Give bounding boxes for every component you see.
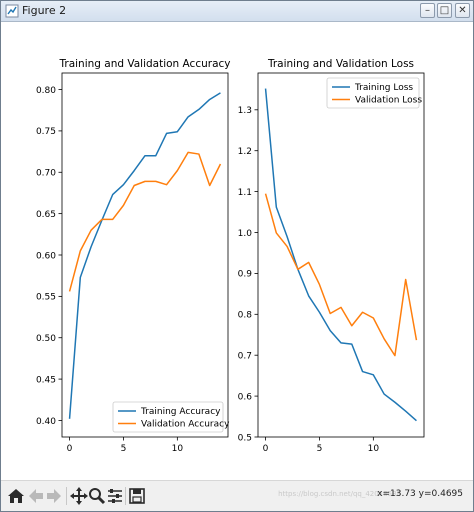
figure-svg: Training and Validation Accuracy 0.40 0.45… bbox=[36, 58, 425, 454]
x-tick-label: 10 bbox=[368, 444, 380, 454]
chart-title: Training and Validation Loss bbox=[267, 58, 414, 70]
x-tick-label: 0 bbox=[263, 444, 269, 454]
figure-app-icon bbox=[5, 4, 19, 18]
y-tick-label: 1.0 bbox=[238, 229, 253, 239]
cursor-coordinates: x=13.73 y=0.4695 bbox=[377, 489, 463, 499]
minimize-button[interactable]: – bbox=[420, 3, 435, 18]
zoom-icon[interactable] bbox=[87, 486, 107, 506]
window-title: Figure 2 bbox=[22, 4, 67, 17]
toolbar-separator bbox=[125, 487, 126, 505]
maximize-button[interactable]: □ bbox=[437, 3, 452, 18]
y-tick-label: 1.1 bbox=[238, 188, 252, 198]
y-tick-label: 0.55 bbox=[36, 293, 56, 303]
save-icon[interactable] bbox=[127, 486, 147, 506]
back-arrow-icon[interactable] bbox=[26, 486, 46, 506]
y-tick-label: 1.2 bbox=[238, 147, 252, 157]
y-tick-label: 0.50 bbox=[36, 334, 56, 344]
y-tick-label: 0.40 bbox=[36, 417, 56, 427]
chart-title: Training and Validation Accuracy bbox=[59, 58, 231, 70]
legend-box bbox=[112, 401, 224, 433]
y-tick-label: 0.60 bbox=[36, 251, 56, 261]
pan-icon[interactable] bbox=[69, 486, 89, 506]
close-button[interactable]: ✕ bbox=[455, 3, 470, 18]
toolbar-separator bbox=[66, 487, 67, 505]
x-tick-label: 5 bbox=[121, 444, 127, 454]
x-tick-label: 5 bbox=[317, 444, 323, 454]
training-accuracy-line bbox=[68, 92, 221, 419]
subplot-1: Training and Validation Accuracy 0.40 0.45… bbox=[36, 58, 231, 454]
navigation-toolbar: https://blog.csdn.net/qq_42018588 x=13.7… bbox=[1, 480, 473, 511]
y-tick-label: 0.80 bbox=[36, 86, 56, 96]
title-bar[interactable]: Figure 2 – □ ✕ bbox=[1, 1, 473, 22]
figure-canvas[interactable]: Training and Validation Accuracy 0.40 0.45… bbox=[1, 22, 473, 481]
y-tick-label: 0.8 bbox=[238, 311, 253, 321]
x-tick-label: 10 bbox=[172, 444, 184, 454]
legend-label: Training Loss bbox=[354, 83, 413, 93]
x-tick-label: 0 bbox=[67, 444, 73, 454]
y-tick-label: 0.45 bbox=[36, 375, 56, 385]
axes-frame bbox=[61, 72, 229, 438]
legend-label: Validation Accuracy bbox=[141, 420, 230, 430]
y-tick-label: 1.3 bbox=[238, 106, 252, 116]
home-icon[interactable] bbox=[6, 486, 26, 506]
subplot-2: Training and Validation Loss 0.5 0.6 0.7 0.8… bbox=[238, 58, 425, 454]
configure-subplots-icon[interactable] bbox=[105, 486, 125, 506]
validation-accuracy-line bbox=[68, 151, 222, 292]
y-tick-label: 0.75 bbox=[36, 127, 56, 137]
y-tick-label: 0.70 bbox=[36, 169, 56, 179]
validation-loss-line bbox=[264, 193, 418, 357]
y-tick-label: 0.5 bbox=[238, 433, 252, 443]
legend-label: Validation Loss bbox=[355, 96, 422, 106]
legend: Training Accuracy Validation Accuracy bbox=[112, 401, 230, 433]
y-tick-label: 0.9 bbox=[238, 270, 253, 280]
watermark-text: https://blog.csdn.net/qq_42018588 bbox=[278, 490, 401, 498]
y-tick-label: 0.7 bbox=[238, 352, 252, 362]
legend: Training Loss Validation Loss bbox=[326, 77, 422, 109]
legend-label: Training Accuracy bbox=[140, 407, 221, 417]
y-tick-label: 0.6 bbox=[238, 392, 253, 402]
training-loss-line bbox=[264, 88, 417, 422]
forward-arrow-icon[interactable] bbox=[44, 486, 64, 506]
axes-frame bbox=[257, 72, 425, 438]
legend-box bbox=[326, 77, 420, 109]
y-tick-label: 0.65 bbox=[36, 210, 56, 220]
